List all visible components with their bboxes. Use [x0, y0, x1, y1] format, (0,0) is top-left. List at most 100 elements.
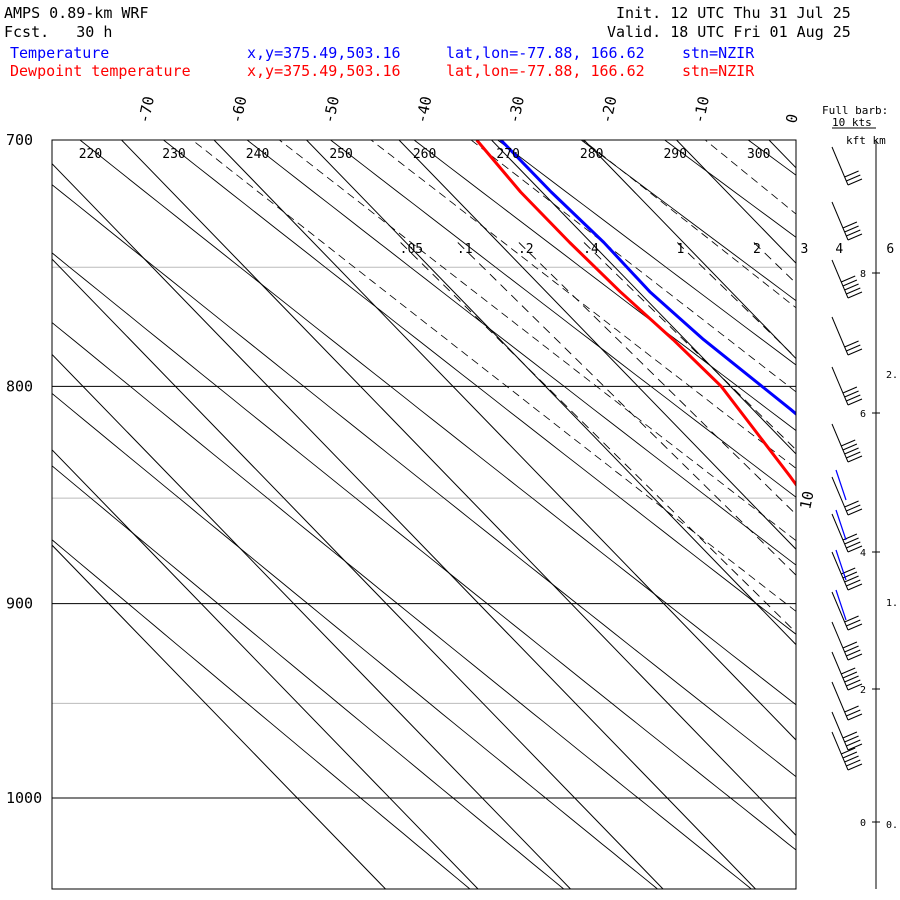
isotherm-label--40: -40	[412, 95, 435, 125]
header-valid: Valid. 18 UTC Fri 01 Aug 25	[607, 23, 851, 41]
dry-adiabat-label-230: 230	[162, 147, 185, 162]
wind-barb	[831, 513, 863, 553]
dry-adiabat-240	[246, 140, 796, 566]
moist-adiabat-0	[582, 140, 796, 309]
mixing-ratio-label-2: 2	[753, 242, 761, 257]
isotherm-label--10: -10	[690, 95, 713, 125]
wind-barb	[831, 201, 863, 241]
fcst-value: 30 h	[76, 23, 113, 41]
dry-adiabat-label-250: 250	[329, 147, 352, 162]
wind-barb	[831, 423, 863, 463]
sounding-traces	[475, 140, 796, 488]
moist-adiabat-20	[765, 87, 900, 900]
legend-temperature-stn: stn=NZIR	[682, 44, 755, 62]
mixing-ratio-.2	[518, 242, 796, 515]
isotherm-label--70: -70	[135, 95, 158, 125]
mixing-ratio-label-1: 1	[676, 242, 684, 257]
header-init: Init. 12 UTC Thu 31 Jul 25	[616, 4, 851, 22]
mixing-ratio-label-6: 6	[886, 242, 894, 257]
isotherm--110	[52, 449, 479, 889]
wind-barb-staff	[835, 589, 847, 621]
mixing-ratio-label-.4: .4	[583, 242, 599, 257]
wind-panel-scale: 10 kts	[832, 116, 872, 129]
isotherm--90	[52, 258, 664, 889]
wind-barb-staff	[835, 509, 847, 541]
kft-label-6: 6	[860, 409, 866, 420]
dry-adiabat-label-240: 240	[246, 147, 269, 162]
init-value: 12 UTC Thu 31 Jul 25	[670, 4, 851, 22]
dry-adiabat-230	[162, 140, 796, 635]
isotherm--100	[52, 353, 572, 889]
pressure-label-900: 900	[6, 595, 33, 613]
dry-adiabats	[52, 87, 900, 900]
isotherm-30	[886, 0, 900, 900]
wind-barb	[831, 366, 863, 406]
dry-adiabat-170	[52, 465, 565, 889]
isotherm-label-10: 10	[796, 489, 817, 510]
mixing-ratio-.05	[400, 242, 796, 634]
legend-dewpoint-name: Dewpoint temperature	[10, 62, 191, 80]
dewpoint-trace	[475, 140, 796, 488]
wind-panel: Full barb:10 kts kft km 8 6 4 2 0 2. 1. 0.	[822, 104, 898, 889]
dry-adiabat-label-260: 260	[413, 147, 436, 162]
fcst-label: Fcst.	[4, 23, 50, 41]
dry-adiabat-label-270: 270	[496, 147, 519, 162]
dry-adiabat-300	[747, 140, 796, 176]
isotherm--20	[583, 140, 796, 360]
dry-adiabat-label-280: 280	[580, 147, 603, 162]
wind-barb	[831, 681, 863, 721]
wind-barb	[831, 146, 863, 186]
dry-adiabat-260	[413, 140, 796, 432]
pressure-label-800: 800	[6, 377, 33, 395]
km-label-2.: 2.	[886, 370, 898, 381]
legend-temperature-name: Temperature	[10, 44, 110, 62]
kft-label-0: 0	[860, 818, 866, 829]
legend-temperature-latlon: lat,lon=-77.88, 166.62	[446, 44, 645, 62]
temperature-trace	[499, 140, 796, 416]
legend-dewpoint-stn: stn=NZIR	[682, 62, 755, 80]
kft-label-4: 4	[860, 548, 866, 559]
km-label-0.: 0.	[886, 820, 898, 831]
isotherm-label--50: -50	[320, 95, 343, 125]
dry-adiabat-label-290: 290	[663, 147, 686, 162]
plot-frame	[51, 139, 797, 890]
moist-adiabats	[191, 87, 900, 900]
pressure-label-1000: 1000	[6, 789, 42, 807]
dry-adiabat-210	[52, 184, 796, 778]
wind-barb-staff	[835, 549, 847, 581]
isotherm-label--60: -60	[227, 95, 250, 125]
mixing-ratio-2	[753, 242, 796, 284]
dry-adiabat-220	[79, 140, 796, 706]
dry-adiabat-190	[52, 321, 753, 889]
init-label: Init.	[616, 4, 662, 22]
wind-barb	[831, 551, 863, 591]
wind-barb	[831, 711, 863, 751]
moist-adiabat--20	[370, 140, 796, 469]
valid-label: Valid.	[607, 23, 662, 41]
dry-adiabat-160	[52, 539, 471, 889]
legend-dewpoint-latlon: lat,lon=-77.88, 166.62	[446, 62, 645, 80]
mixing-ratio-label-.1: .1	[457, 242, 473, 257]
isotherm-label-0: 0	[782, 112, 801, 125]
wind-barb-staff	[835, 469, 847, 501]
isotherm--40	[398, 140, 796, 550]
mixing-ratio-.1	[457, 242, 796, 576]
valid-value: 18 UTC Fri 01 Aug 25	[670, 23, 851, 41]
mixing-ratio-label-4: 4	[835, 242, 843, 257]
isotherm-label--30: -30	[505, 95, 528, 125]
legend-temperature-xy: x,y=375.49,503.16	[247, 44, 401, 62]
mixing-ratio-.4	[583, 242, 796, 451]
dry-adiabat-250	[329, 140, 796, 498]
km-label-1.: 1.	[886, 598, 898, 609]
mixing-ratio-label-.2: .2	[518, 242, 534, 257]
dry-adiabat-290	[663, 140, 796, 238]
wind-barb	[831, 731, 863, 771]
header-fcst: Fcst. 30 h	[4, 23, 112, 41]
dry-adiabat-label-300: 300	[747, 147, 770, 162]
mixing-ratio-label-.05: .05	[400, 242, 423, 257]
isotherm-label--20: -20	[597, 95, 620, 125]
mixing-ratio-4	[836, 243, 900, 900]
dry-adiabat-320	[841, 87, 900, 900]
